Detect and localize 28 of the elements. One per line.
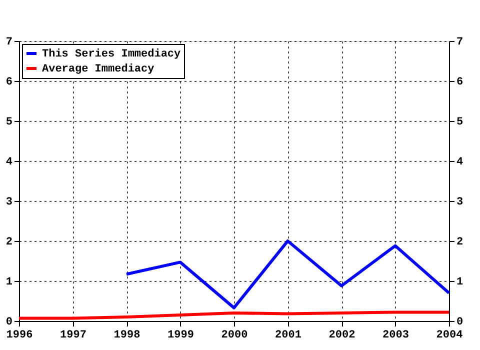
y-tick-label: 2 bbox=[6, 236, 12, 248]
y2-tick-label: 1 bbox=[456, 276, 464, 288]
y2-tick-label: 0 bbox=[456, 316, 464, 328]
y2-tick-label: 3 bbox=[456, 196, 464, 208]
y-tick-label: 7 bbox=[6, 36, 12, 48]
y-tick-label: 4 bbox=[6, 156, 13, 168]
y-tick-label: 3 bbox=[6, 196, 13, 208]
y2-tick-label: 7 bbox=[456, 36, 464, 48]
y2-tick-label: 5 bbox=[456, 116, 464, 128]
line-series bbox=[125, 240, 450, 310]
x-tick-label: 1998 bbox=[114, 330, 141, 342]
y-tick-label: 1 bbox=[6, 276, 13, 288]
y-tick-label: 5 bbox=[6, 116, 13, 128]
x-tick-label: 2001 bbox=[275, 330, 302, 342]
x-tick-label: 1996 bbox=[6, 330, 33, 342]
y2-tick-label: 2 bbox=[456, 236, 464, 248]
y2-tick-label: 6 bbox=[456, 76, 464, 88]
legend-label: This Series Immediacy bbox=[42, 48, 182, 60]
y-tick-label: 6 bbox=[6, 76, 12, 88]
x-tick-label: 1999 bbox=[168, 330, 194, 342]
legend-label: Average Immediacy bbox=[42, 64, 155, 76]
x-tick-label: 2004 bbox=[436, 330, 464, 342]
y-tick-label: 0 bbox=[6, 316, 12, 328]
x-tick-label: 1997 bbox=[60, 330, 86, 342]
x-tick-label: 2003 bbox=[382, 330, 410, 342]
y2-tick-label: 4 bbox=[456, 156, 464, 168]
x-tick-label: 2000 bbox=[221, 330, 248, 342]
x-tick-label: 2002 bbox=[328, 330, 356, 342]
